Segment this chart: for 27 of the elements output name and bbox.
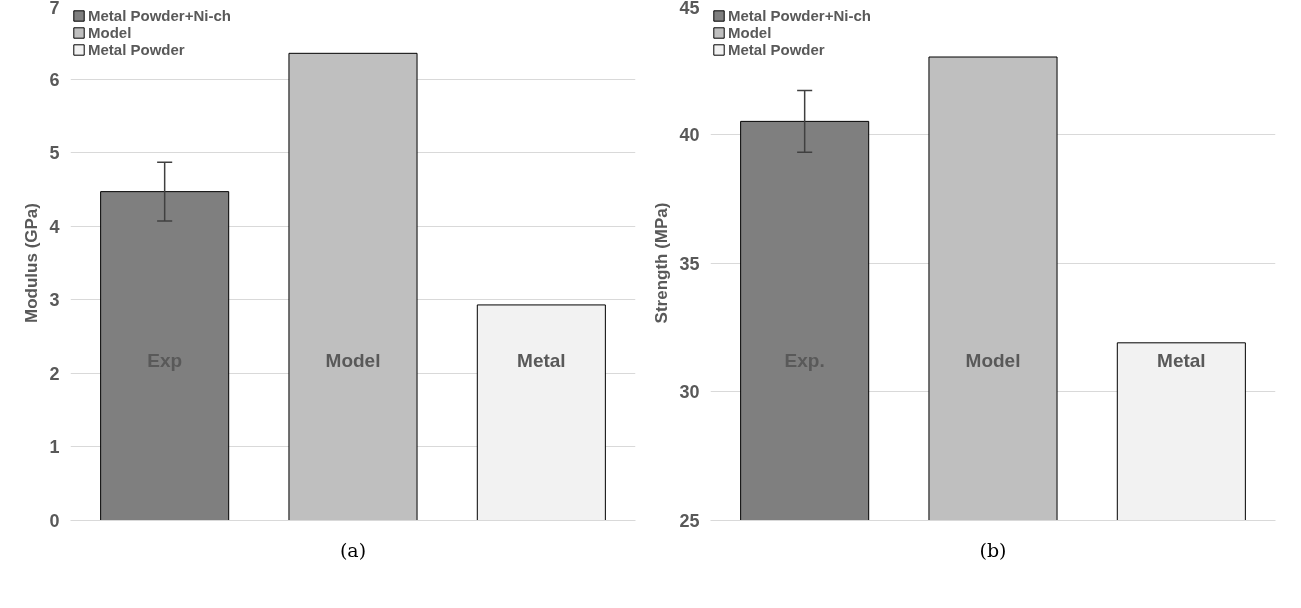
legend-label: Model [88, 24, 132, 41]
category-label: Metal [1157, 350, 1206, 372]
category-label: Model [965, 350, 1021, 372]
y-tick-label: 40 [679, 124, 700, 145]
y-tick-label: 1 [49, 437, 60, 458]
y-tick-label: 7 [49, 0, 60, 18]
legend-label: Metal Powder+Ni-ch [728, 7, 871, 24]
y-tick-label: 30 [679, 382, 700, 403]
legend-label: Metal Powder [728, 41, 825, 58]
y-tick-label: 35 [679, 253, 700, 274]
category-label: Model [325, 350, 381, 372]
y-tick-label: 25 [679, 511, 700, 531]
text: (a) [339, 538, 367, 561]
y-tick-label: 6 [49, 69, 60, 90]
y-tick-label: 3 [49, 290, 60, 311]
y-tick-label: 2 [49, 363, 60, 384]
y-tick-label: 5 [49, 143, 60, 164]
legend-label: Model [728, 24, 772, 41]
y-tick-label: 0 [49, 511, 60, 531]
y-tick-label: 4 [49, 216, 60, 237]
category-label: Metal [517, 350, 566, 372]
legend-label: Metal Powder [88, 41, 185, 58]
text: (b) [979, 538, 1007, 561]
y-axis-title: Strength (MPa) [652, 202, 672, 324]
legend-label: Metal Powder+Ni-ch [88, 7, 231, 24]
y-axis-title: Modulus (GPa) [22, 203, 42, 323]
y-tick-label: 45 [679, 0, 700, 18]
